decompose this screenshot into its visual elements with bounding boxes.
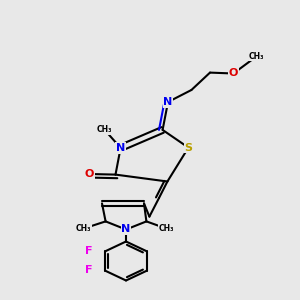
Text: F: F [85, 245, 92, 256]
Text: O: O [85, 169, 94, 179]
Text: N: N [122, 224, 130, 235]
Text: CH₃: CH₃ [76, 224, 91, 233]
Text: S: S [184, 142, 192, 153]
Text: F: F [85, 265, 92, 275]
Text: CH₃: CH₃ [159, 224, 174, 233]
Text: O: O [229, 68, 238, 79]
Text: N: N [116, 143, 125, 153]
Text: CH₃: CH₃ [97, 125, 112, 134]
Text: CH₃: CH₃ [249, 52, 264, 61]
Text: N: N [164, 97, 172, 107]
